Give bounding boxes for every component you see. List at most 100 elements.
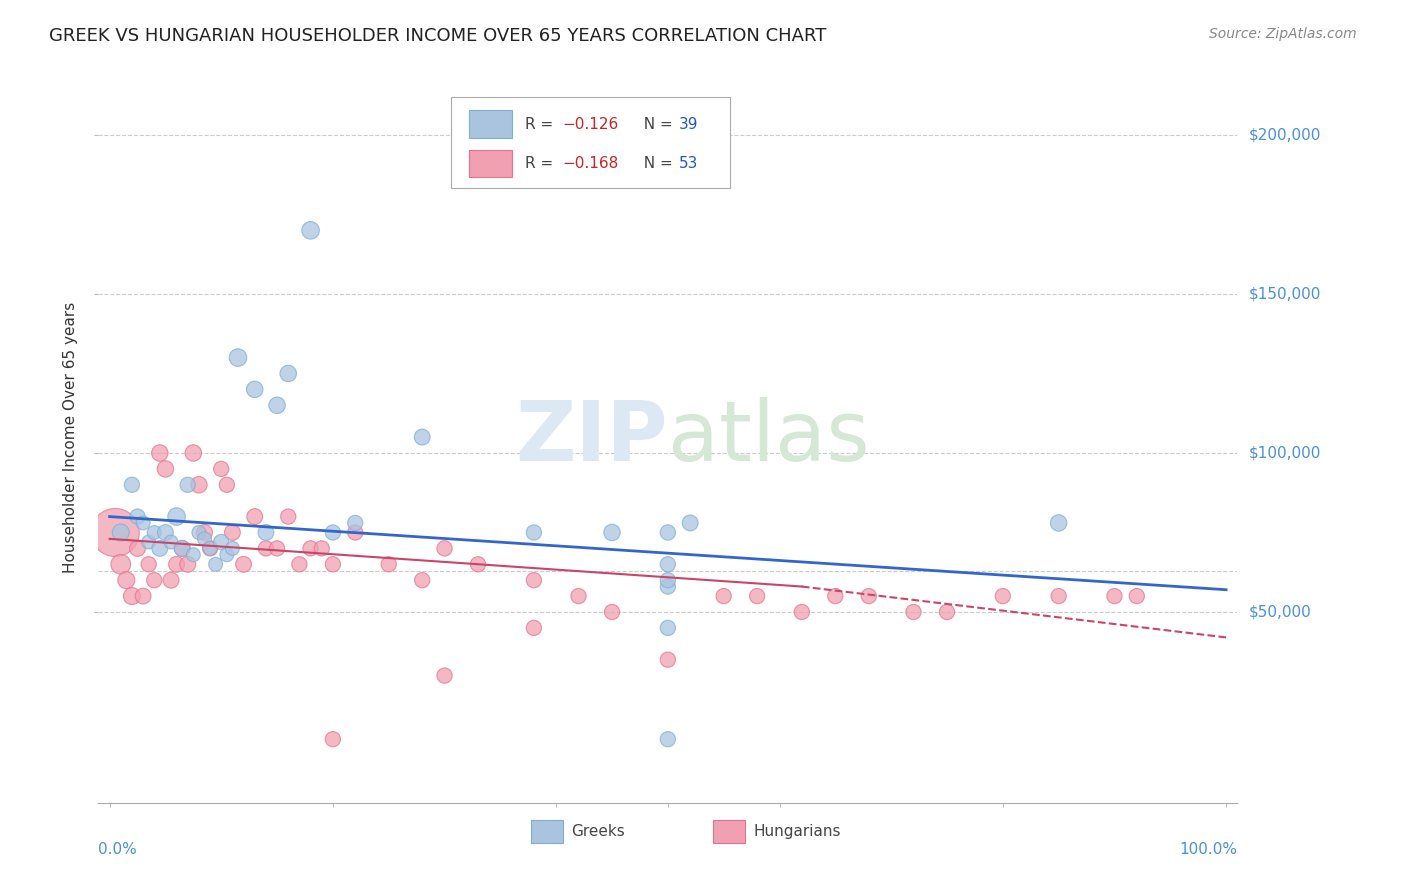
- Point: [160, 535, 183, 549]
- Point: [204, 558, 226, 572]
- Text: 53: 53: [679, 156, 699, 171]
- Point: [166, 558, 188, 572]
- Point: [232, 558, 254, 572]
- Point: [209, 535, 232, 549]
- Point: [110, 558, 132, 572]
- Text: $50,000: $50,000: [1249, 605, 1312, 619]
- Point: [104, 525, 127, 540]
- Text: N =: N =: [634, 117, 678, 131]
- Point: [155, 462, 177, 476]
- Point: [322, 558, 344, 572]
- Point: [187, 477, 209, 491]
- Point: [115, 573, 138, 587]
- Point: [177, 558, 200, 572]
- Text: Greeks: Greeks: [571, 824, 624, 838]
- Bar: [468, 150, 512, 178]
- Point: [243, 383, 266, 397]
- Point: [657, 732, 679, 747]
- Point: [198, 541, 221, 556]
- Point: [523, 525, 546, 540]
- Point: [127, 509, 149, 524]
- Text: N =: N =: [634, 156, 678, 171]
- Bar: [468, 110, 512, 138]
- Point: [138, 535, 160, 549]
- Point: [991, 589, 1014, 603]
- Y-axis label: Householder Income Over 65 years: Householder Income Over 65 years: [63, 301, 79, 573]
- Point: [226, 351, 249, 365]
- Point: [277, 367, 299, 381]
- Point: [567, 589, 589, 603]
- Text: $200,000: $200,000: [1249, 128, 1320, 143]
- Text: −0.126: −0.126: [562, 117, 619, 131]
- Text: R =: R =: [526, 156, 558, 171]
- Point: [657, 621, 679, 635]
- Text: ZIP: ZIP: [516, 397, 668, 477]
- Point: [657, 525, 679, 540]
- Point: [209, 462, 232, 476]
- Point: [266, 541, 288, 556]
- Point: [127, 541, 149, 556]
- Point: [344, 525, 367, 540]
- Text: Source: ZipAtlas.com: Source: ZipAtlas.com: [1209, 27, 1357, 41]
- Point: [288, 558, 311, 572]
- Point: [277, 509, 299, 524]
- Point: [193, 532, 215, 546]
- Point: [523, 573, 546, 587]
- Point: [172, 541, 194, 556]
- Point: [143, 525, 166, 540]
- Point: [149, 446, 172, 460]
- Point: [1047, 589, 1070, 603]
- Point: [132, 516, 155, 530]
- Bar: [531, 820, 562, 843]
- Point: [254, 525, 277, 540]
- Point: [183, 548, 205, 562]
- Point: [1047, 516, 1070, 530]
- Text: 100.0%: 100.0%: [1180, 842, 1237, 856]
- Point: [936, 605, 959, 619]
- Point: [193, 525, 215, 540]
- Point: [523, 621, 546, 635]
- Point: [657, 573, 679, 587]
- Text: 39: 39: [679, 117, 699, 131]
- Point: [177, 477, 200, 491]
- Point: [411, 573, 433, 587]
- Point: [160, 573, 183, 587]
- Point: [187, 525, 209, 540]
- Point: [433, 668, 456, 682]
- Point: [221, 525, 243, 540]
- Point: [1104, 589, 1126, 603]
- Point: [1126, 589, 1149, 603]
- Point: [149, 541, 172, 556]
- Point: [254, 541, 277, 556]
- Text: −0.168: −0.168: [562, 156, 619, 171]
- Text: Hungarians: Hungarians: [754, 824, 841, 838]
- Point: [344, 516, 367, 530]
- Point: [266, 398, 288, 412]
- FancyBboxPatch shape: [451, 97, 731, 188]
- Point: [858, 589, 880, 603]
- Text: $150,000: $150,000: [1249, 286, 1320, 301]
- Text: atlas: atlas: [668, 397, 869, 477]
- Text: R =: R =: [526, 117, 558, 131]
- Point: [600, 605, 623, 619]
- Point: [215, 477, 238, 491]
- Text: $100,000: $100,000: [1249, 445, 1320, 460]
- Point: [600, 525, 623, 540]
- Point: [198, 541, 221, 556]
- Point: [121, 589, 143, 603]
- Point: [377, 558, 399, 572]
- Point: [657, 580, 679, 594]
- Point: [138, 558, 160, 572]
- Point: [903, 605, 925, 619]
- Point: [790, 605, 813, 619]
- Point: [433, 541, 456, 556]
- Point: [467, 558, 489, 572]
- Point: [132, 589, 155, 603]
- Point: [747, 589, 769, 603]
- Point: [679, 516, 702, 530]
- Point: [183, 446, 205, 460]
- Point: [110, 525, 132, 540]
- Point: [143, 573, 166, 587]
- Point: [215, 548, 238, 562]
- Bar: [713, 820, 745, 843]
